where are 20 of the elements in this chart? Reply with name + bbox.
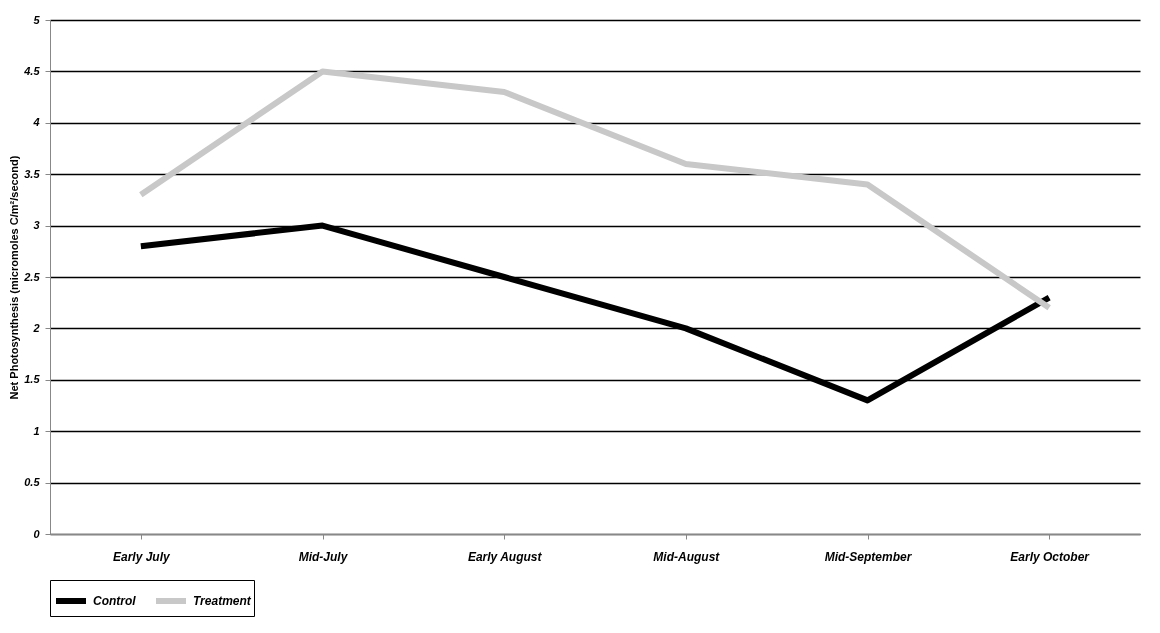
y-tick-label: 4.5 [23,64,41,77]
y-tick-label: 1.5 [24,373,41,386]
x-tick-label: Early August [467,549,543,564]
y-tick-label: 0 [33,527,41,540]
y-tick-label: 3.5 [24,167,41,180]
y-tick-label: 2 [32,321,40,334]
y-tick-label: 4 [32,116,40,129]
y-axis-title: Net Photosynthesis (micromoles C/m²/second) [8,155,21,400]
legend-label: Control [93,594,137,608]
x-tick-label: Mid-September [824,549,913,564]
y-tick-label: 3 [33,219,40,232]
x-tick-label: Early July [112,549,172,564]
legend-label: Treatment [193,594,252,608]
x-tick-label: Mid-July [298,549,349,564]
y-tick-label: 2.5 [23,270,41,283]
x-tick-label: Mid-August [653,549,721,564]
y-tick-label: 5 [33,13,41,26]
x-tick-label: Early October [1010,549,1091,564]
y-tick-label: 0.5 [24,476,41,489]
y-tick-label: 1 [33,424,40,437]
